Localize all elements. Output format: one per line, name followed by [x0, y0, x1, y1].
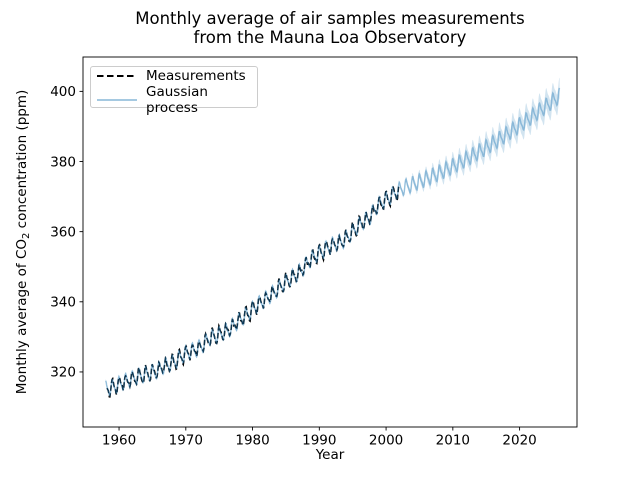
x-tick-label: 1990 [302, 433, 336, 449]
y-tick-label: 400 [50, 84, 76, 100]
x-tick-label: 2000 [369, 433, 403, 449]
plot-frame [82, 56, 578, 428]
chart-title: Monthly average of air samples measureme… [83, 9, 577, 47]
y-tick-label: 380 [50, 154, 76, 170]
plot-area [83, 57, 577, 427]
x-tick-label: 1960 [102, 433, 136, 449]
y-axis-ticks: 320 340 360 380 400 [50, 84, 83, 381]
chart-title-line2: from the Mauna Loa Observatory [193, 28, 467, 47]
measurements-dashed-line-swatch [97, 75, 137, 77]
legend-item-gaussian-process: Gaussian process [97, 84, 251, 116]
x-axis-ticks: 1960 1970 1980 1990 2000 2010 2020 [102, 427, 537, 449]
data-series [104, 77, 561, 398]
x-tick-label: 2010 [436, 433, 470, 449]
y-tick-label: 320 [50, 365, 76, 381]
legend: Measurements Gaussian process [90, 66, 258, 116]
y-tick-label: 340 [50, 295, 76, 311]
y-tick-label: 360 [50, 224, 76, 240]
legend-item-measurements: Measurements [97, 68, 251, 84]
legend-label-measurements: Measurements [146, 68, 246, 84]
chart-title-line1: Monthly average of air samples measureme… [135, 9, 525, 28]
gaussian-process-uncertainty-band [105, 77, 560, 398]
legend-label-gaussian-process: Gaussian process [146, 84, 208, 116]
gaussian-process-mean-line [104, 87, 561, 398]
x-tick-label: 1970 [169, 433, 203, 449]
gaussian-process-line-swatch [97, 99, 137, 101]
x-axis-label: Year [315, 447, 345, 463]
x-tick-label: 1980 [235, 433, 269, 449]
x-tick-label: 2020 [502, 433, 536, 449]
y-axis-label: Monthly average of CO2 concentration (pp… [14, 90, 32, 395]
measurements-line [106, 184, 400, 398]
